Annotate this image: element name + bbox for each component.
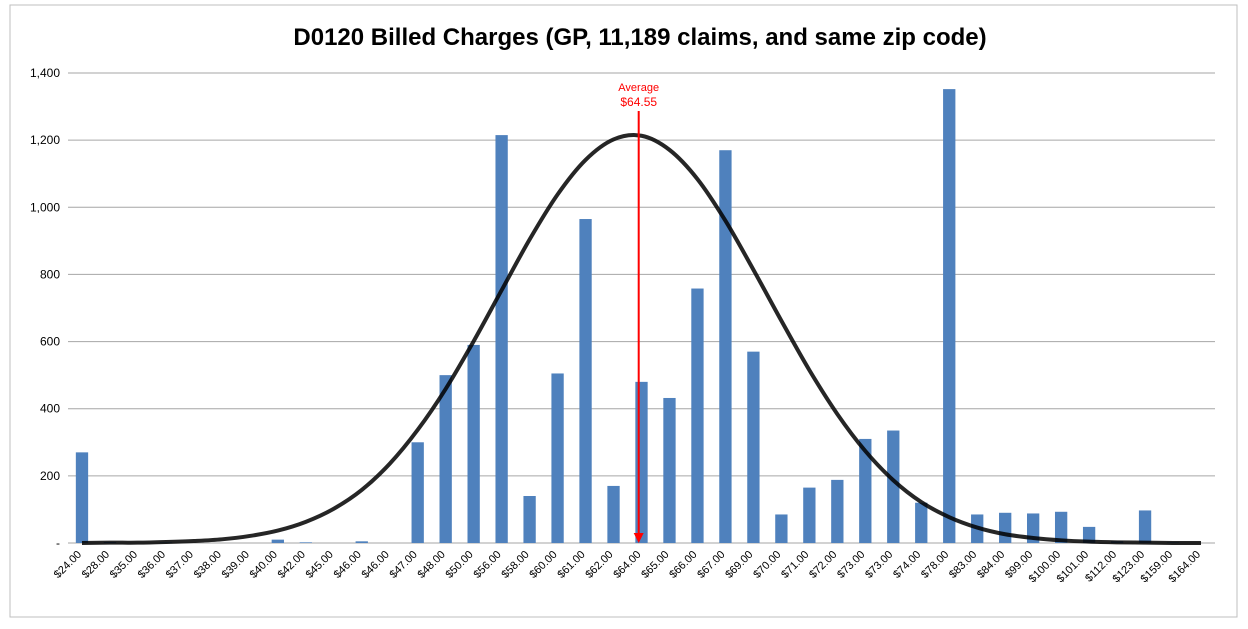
bar bbox=[999, 512, 1012, 543]
bar bbox=[859, 438, 872, 543]
bar bbox=[943, 89, 956, 543]
bar bbox=[75, 452, 89, 543]
y-tick-label: 400 bbox=[40, 402, 60, 416]
bar bbox=[551, 373, 564, 543]
y-tick-label: 1,000 bbox=[30, 200, 60, 214]
bar bbox=[411, 442, 424, 543]
bar bbox=[579, 219, 592, 544]
y-tick-label: 1,400 bbox=[30, 66, 60, 80]
bar bbox=[271, 539, 284, 543]
average-arrowhead bbox=[633, 533, 644, 543]
bar bbox=[831, 479, 844, 543]
bar bbox=[1082, 526, 1096, 543]
y-tick-label: 200 bbox=[40, 469, 60, 483]
bar bbox=[523, 496, 536, 543]
bar bbox=[607, 485, 620, 543]
bar bbox=[467, 344, 480, 543]
bar bbox=[439, 375, 452, 543]
y-tick-label: 800 bbox=[40, 267, 60, 281]
bar bbox=[887, 430, 900, 543]
bar bbox=[803, 487, 816, 543]
y-tick-label: - bbox=[56, 536, 60, 550]
bar bbox=[1138, 510, 1152, 543]
bar bbox=[1054, 511, 1068, 543]
bar bbox=[1027, 513, 1040, 543]
bar bbox=[355, 541, 368, 543]
fit-curve bbox=[81, 133, 1202, 546]
bar bbox=[691, 288, 704, 543]
y-tick-label: 1,200 bbox=[30, 133, 60, 147]
bar bbox=[775, 514, 788, 543]
bar bbox=[663, 397, 676, 543]
bar bbox=[495, 135, 508, 543]
bar bbox=[719, 150, 732, 543]
chart-title: D0120 Billed Charges (GP, 11,189 claims,… bbox=[293, 24, 986, 51]
bar bbox=[635, 381, 648, 543]
y-tick-label: 600 bbox=[40, 335, 60, 349]
annotation: Average bbox=[618, 82, 659, 94]
annotation: $64.55 bbox=[620, 95, 657, 109]
bar bbox=[915, 502, 928, 543]
bar bbox=[747, 351, 760, 543]
bar bbox=[299, 542, 312, 543]
